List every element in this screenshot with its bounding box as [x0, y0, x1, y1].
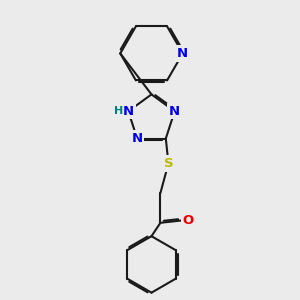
Text: O: O	[183, 214, 194, 227]
Text: S: S	[164, 157, 173, 170]
Text: N: N	[132, 132, 143, 145]
Text: N: N	[123, 105, 134, 118]
Text: H: H	[114, 106, 123, 116]
Text: N: N	[177, 47, 188, 60]
Text: N: N	[169, 105, 180, 118]
